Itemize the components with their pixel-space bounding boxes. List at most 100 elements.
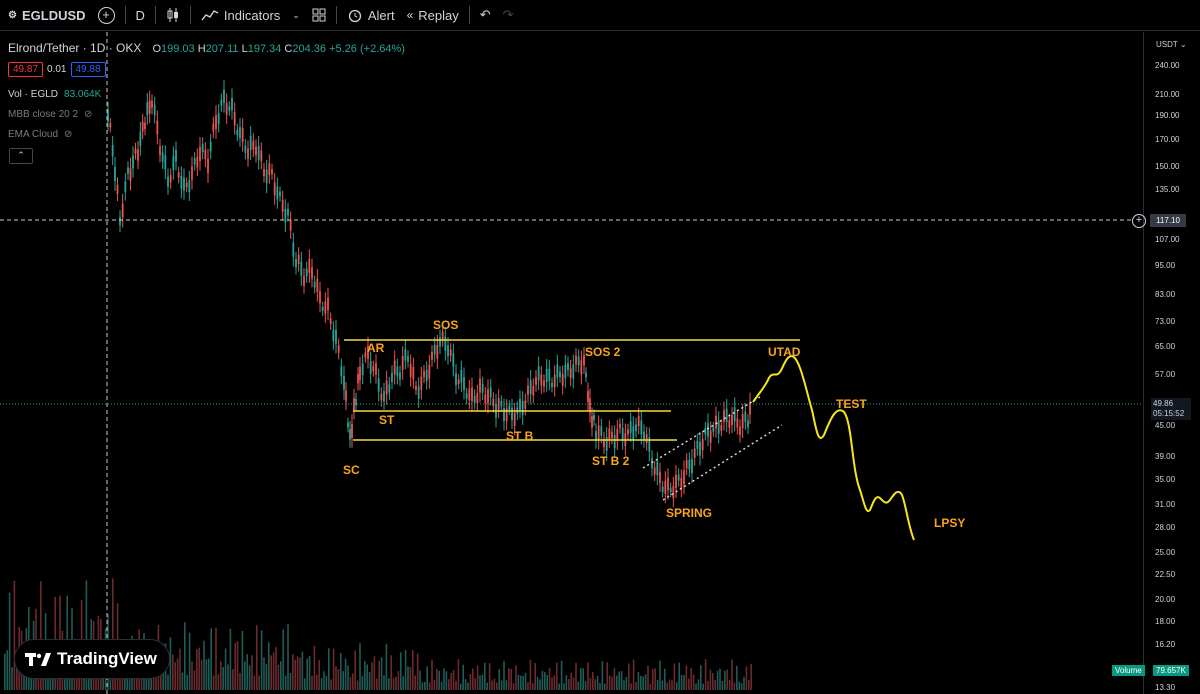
volume-bar xyxy=(215,627,217,690)
candle-body xyxy=(688,459,691,470)
candle-body xyxy=(611,431,613,439)
volume-bar xyxy=(217,674,220,690)
compare-button[interactable]: + xyxy=(92,0,121,31)
candle-body xyxy=(685,460,688,469)
volume-bar xyxy=(378,660,380,690)
volume-bar xyxy=(208,658,210,690)
candle-body xyxy=(175,150,177,162)
volume-bar xyxy=(160,667,162,690)
candle-body xyxy=(236,129,239,136)
volume-bar xyxy=(522,676,524,690)
annotation-label[interactable]: TEST xyxy=(836,397,867,411)
annotation-label[interactable]: AR xyxy=(367,341,385,355)
volume-bar xyxy=(313,645,316,690)
indicator-mbb[interactable]: MBB close 20 2 ⊘ xyxy=(8,109,92,120)
volume-bar xyxy=(248,665,251,690)
price-chart[interactable]: SOS AR SOS 2 UTAD ST TEST ST B SC ST B 2 SPRING LP… xyxy=(0,32,1143,694)
candle-body xyxy=(349,429,351,440)
annotation-label[interactable]: ST B 2 xyxy=(592,454,630,468)
candle-body xyxy=(511,407,513,420)
price-axis[interactable]: USDT ⌄ 240.00 210.00 190.00 170.00 150.00 135… xyxy=(1143,32,1200,694)
volume-bar xyxy=(450,673,452,690)
candle-body xyxy=(215,115,217,130)
annotation-label[interactable]: SC xyxy=(343,463,360,477)
volume-bar xyxy=(179,648,181,690)
sell-button[interactable]: 49.87 xyxy=(8,62,44,77)
high-value: 207.11 xyxy=(205,43,239,55)
annotation-label[interactable]: ST B xyxy=(506,429,534,443)
chart-type-button[interactable] xyxy=(160,0,186,31)
volume-bar xyxy=(191,661,193,690)
candle-body xyxy=(643,431,645,441)
chevron-down-icon: ⌄ xyxy=(1179,40,1187,49)
volume-bar xyxy=(532,683,534,690)
volume-bar xyxy=(654,668,656,690)
annotation-label[interactable]: UTAD xyxy=(768,345,801,359)
add-alert-plus-icon[interactable]: + xyxy=(1132,214,1146,228)
annotation-label[interactable]: SPRING xyxy=(666,506,712,520)
volume-bar xyxy=(404,650,407,690)
undo-button[interactable]: ↶ xyxy=(474,0,497,31)
price-tick-label: 28.00 xyxy=(1155,523,1176,532)
candle-body xyxy=(632,426,635,440)
interval-button[interactable]: D xyxy=(135,7,145,23)
candle-body xyxy=(361,363,364,376)
candle-body xyxy=(367,346,369,359)
candle-body xyxy=(503,408,505,422)
volume-bar xyxy=(707,680,709,690)
alert-button[interactable]: Alert xyxy=(341,0,401,31)
candle-body xyxy=(556,364,559,378)
price-tick-label: 39.00 xyxy=(1155,452,1176,461)
volume-bar xyxy=(587,662,589,690)
divider xyxy=(335,6,337,24)
chart-title[interactable]: Elrond/Tether · 1D · OKX xyxy=(8,41,142,55)
volume-bar xyxy=(695,683,697,690)
indicators-button[interactable]: Indicators xyxy=(195,0,286,31)
volume-bar xyxy=(200,659,203,690)
candle-body xyxy=(231,97,233,111)
candle-body xyxy=(164,155,167,170)
symbol-search-button[interactable]: ⚙ EGLDUSD xyxy=(0,0,92,31)
volume-bar xyxy=(311,675,313,690)
candle-body xyxy=(193,158,196,165)
candle-body xyxy=(707,423,709,437)
indicators-dropdown[interactable]: ⌄ xyxy=(286,0,306,31)
candle-body xyxy=(263,169,265,177)
price-tick-label: 31.00 xyxy=(1155,500,1176,509)
volume-legend[interactable]: Vol · EGLD 83.064K xyxy=(8,89,101,100)
volume-bar xyxy=(733,682,736,690)
volume-bar xyxy=(292,654,294,690)
eye-hidden-icon[interactable]: ⊘ xyxy=(64,129,73,140)
currency-selector[interactable]: USDT ⌄ xyxy=(1156,40,1187,49)
candle-body xyxy=(481,384,484,393)
redo-button[interactable]: ↷ xyxy=(497,0,520,31)
collapse-legend-button[interactable]: ⌃ xyxy=(9,148,33,164)
eye-hidden-icon[interactable]: ⊘ xyxy=(84,109,93,120)
projection-path[interactable] xyxy=(752,354,915,541)
layout-button[interactable] xyxy=(306,0,332,31)
buy-button[interactable]: 49.88 xyxy=(70,62,106,77)
annotation-label[interactable]: SOS xyxy=(433,318,458,332)
tradingview-logo[interactable]: TradingView xyxy=(14,639,170,679)
candle-body xyxy=(204,149,207,160)
replay-button[interactable]: « Replay xyxy=(401,0,465,31)
volume-bar xyxy=(181,672,184,690)
candle-body xyxy=(191,166,193,180)
candle-body xyxy=(257,145,260,160)
volume-bar xyxy=(479,675,481,690)
volume-bar xyxy=(565,675,568,690)
volume-bar xyxy=(505,680,508,690)
volume-bar xyxy=(388,678,390,690)
channel-lower-line[interactable] xyxy=(662,424,783,501)
annotation-label[interactable]: ST xyxy=(379,413,395,427)
annotation-label[interactable]: SOS 2 xyxy=(585,345,621,359)
candle-body xyxy=(401,356,404,370)
volume-bar xyxy=(570,672,572,690)
candle-body xyxy=(605,437,608,451)
divider xyxy=(468,6,470,24)
annotation-label[interactable]: LPSY xyxy=(934,516,965,530)
indicator-ema-cloud[interactable]: EMA Cloud ⊘ xyxy=(8,129,72,140)
candle-body xyxy=(396,366,399,377)
candle-body xyxy=(731,414,733,426)
candle-body xyxy=(725,408,728,423)
